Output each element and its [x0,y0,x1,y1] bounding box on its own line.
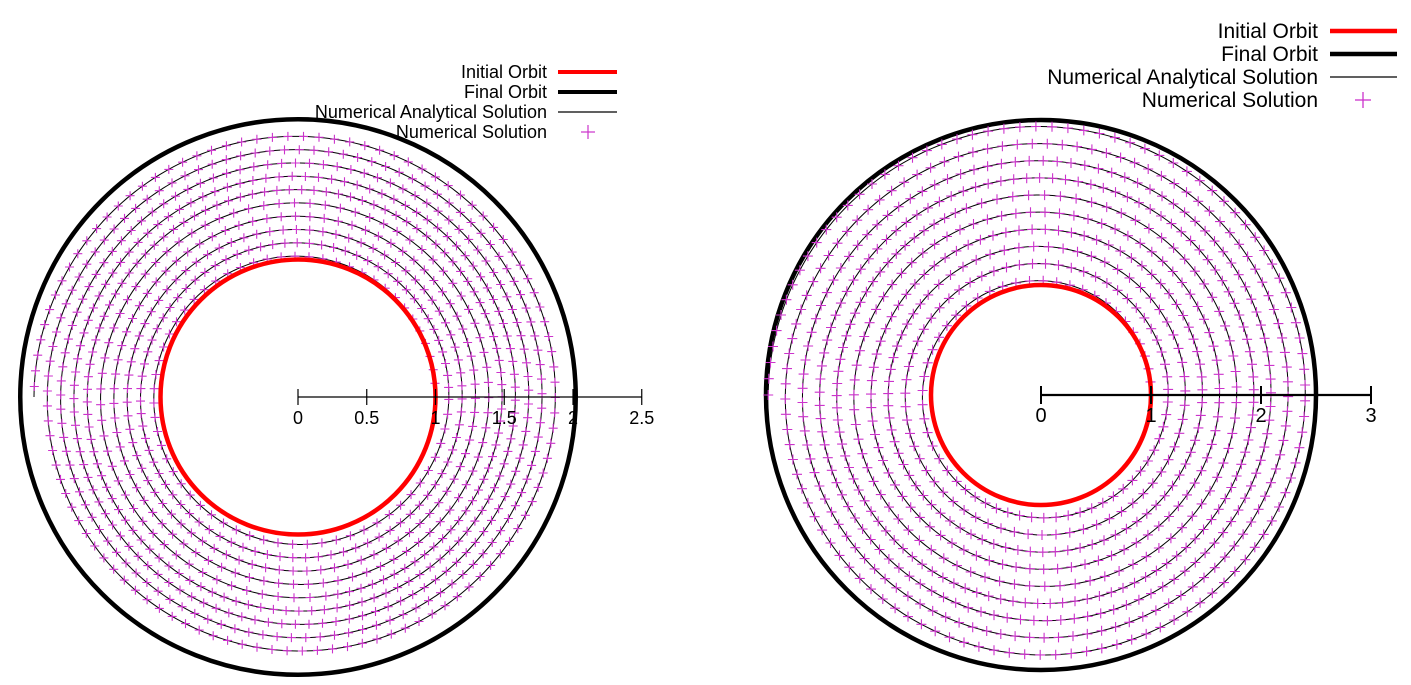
left-analytical-spiral [33,135,556,652]
right-legend-numerical-swatch [1355,92,1371,108]
left-tick-label-3: 1.5 [492,408,517,428]
left-tick-label-4: 2 [568,408,578,428]
right-tick-label-3: 3 [1365,405,1376,427]
right-legend-analytical-label: Numerical Analytical Solution [1047,66,1318,89]
right-legend-final-label: Final Orbit [1221,43,1318,66]
left-tick-label-0: 0 [293,408,303,428]
chart-right: 0 1 2 3 Initial Orbit Final Orbit Numerical… [763,20,1397,673]
right-tick-label-2: 2 [1255,405,1266,427]
left-numerical-plus-markers [29,131,560,656]
left-analytical-path [33,135,556,652]
right-legend-numerical-label: Numerical Solution [1142,89,1318,112]
left-legend-final-label: Final Orbit [464,82,547,102]
left-legend-numerical-swatch [581,125,595,139]
right-legend-initial-label: Initial Orbit [1218,20,1319,43]
left-numerical-markers [29,131,560,656]
chart-left: 0 0.5 1 1.5 2 2.5 Initial Orbit Final Orbit N… [18,62,654,677]
left-tick-label-2: 1 [430,408,440,428]
left-legend-numerical-label: Numerical Solution [396,122,547,142]
left-legend-analytical-label: Numerical Analytical Solution [315,102,547,122]
left-tick-label-1: 0.5 [354,408,379,428]
right-x-axis: 0 1 2 3 [1035,386,1377,427]
left-x-axis: 0 0.5 1 1.5 2 2.5 [293,389,654,428]
left-tick-label-5: 2.5 [629,408,654,428]
right-legend: Initial Orbit Final Orbit Numerical Anal… [1047,20,1397,112]
left-legend: Initial Orbit Final Orbit Numerical Anal… [315,62,617,142]
left-legend-initial-label: Initial Orbit [461,62,547,82]
right-tick-label-0: 0 [1035,405,1046,427]
right-tick-label-1: 1 [1145,405,1156,427]
